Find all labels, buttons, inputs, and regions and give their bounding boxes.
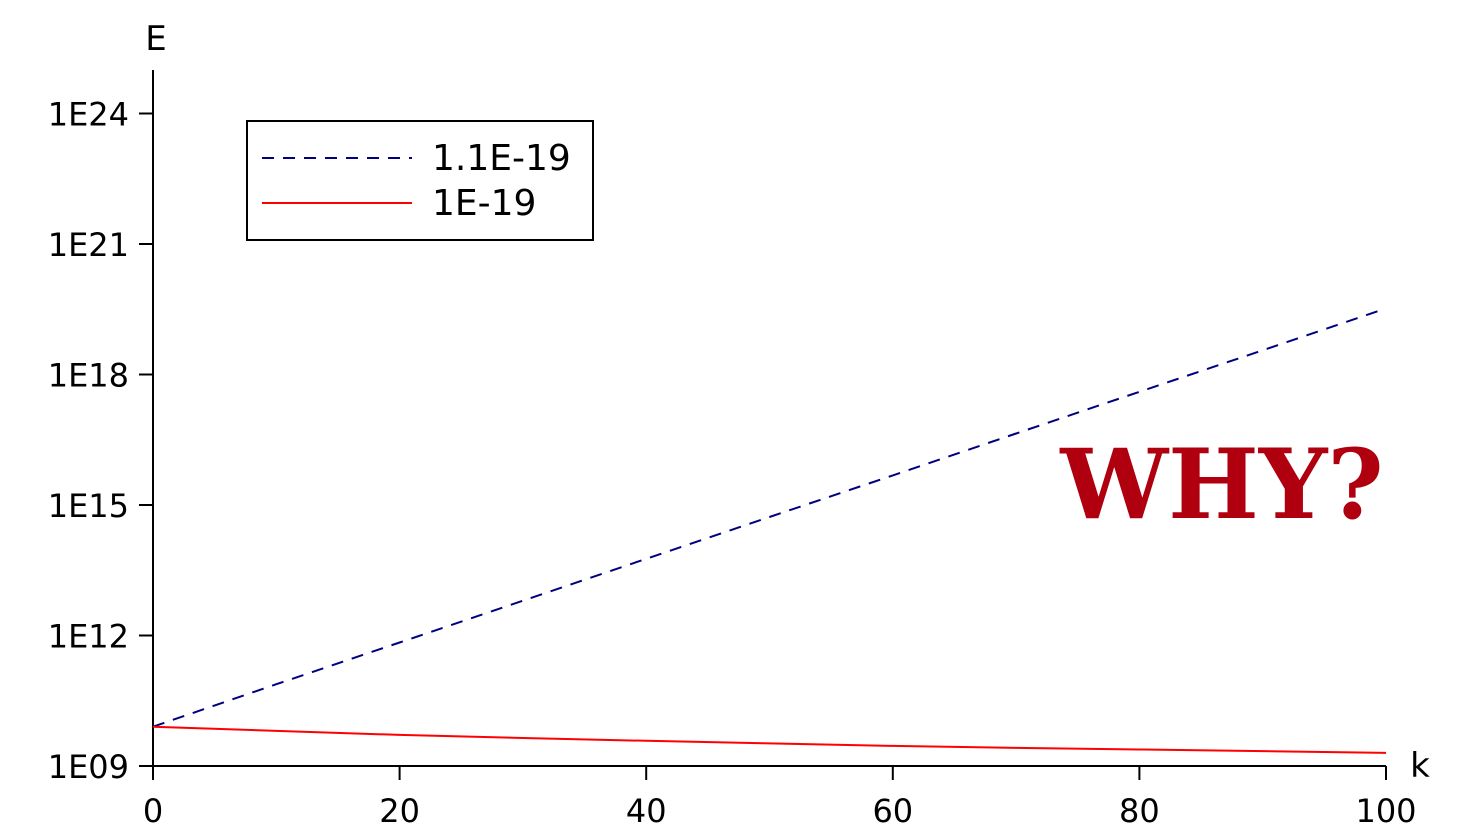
y-axis-title: E bbox=[145, 19, 166, 59]
y-ticks: 1E09 1E12 1E15 1E18 1E21 1E24 bbox=[48, 96, 153, 786]
y-tick-label: 1E09 bbox=[48, 748, 129, 786]
x-tick-label: 0 bbox=[143, 792, 163, 830]
x-ticks: 0 20 40 60 80 100 bbox=[143, 766, 1417, 830]
y-tick-label: 1E21 bbox=[48, 226, 129, 264]
y-tick-label: 1E24 bbox=[48, 96, 129, 134]
legend: 1.1E-19 1E-19 bbox=[246, 120, 594, 241]
axes bbox=[152, 70, 1386, 767]
x-axis-title: k bbox=[1410, 746, 1430, 786]
x-tick-label: 80 bbox=[1119, 792, 1160, 830]
y-tick-label: 1E18 bbox=[48, 357, 129, 395]
x-tick-label: 20 bbox=[379, 792, 420, 830]
x-tick-label: 100 bbox=[1355, 792, 1416, 830]
y-tick-label: 1E12 bbox=[48, 618, 129, 656]
x-tick-label: 60 bbox=[872, 792, 913, 830]
why-annotation: WHY? bbox=[1059, 428, 1383, 541]
legend-box bbox=[246, 120, 594, 241]
series-line-2 bbox=[152, 725, 1387, 754]
legend-label-series-1: 1.1E-19 bbox=[432, 138, 571, 179]
series-line-1 bbox=[152, 307, 1387, 728]
series-layer bbox=[152, 307, 1387, 754]
legend-label-series-2: 1E-19 bbox=[432, 183, 536, 224]
x-tick-label: 40 bbox=[626, 792, 667, 830]
y-tick-label: 1E15 bbox=[48, 487, 129, 525]
